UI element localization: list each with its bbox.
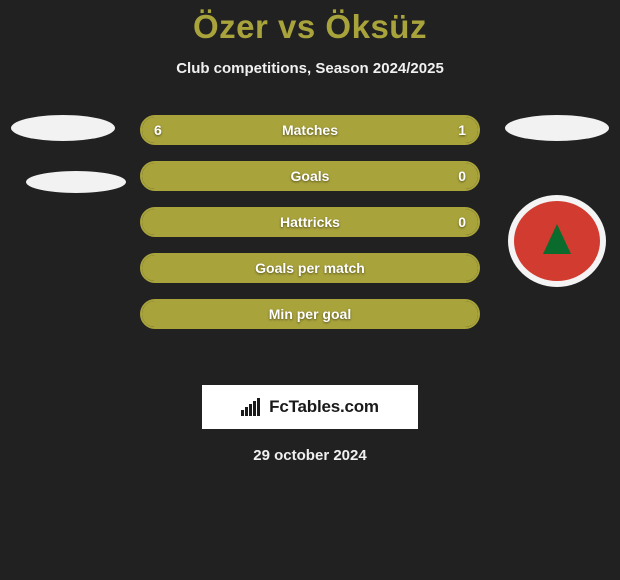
- club-badge-inner: [514, 201, 600, 281]
- stat-label: Hattricks: [142, 209, 478, 235]
- date-label: 29 october 2024: [0, 447, 620, 464]
- left-ellipse-2: [26, 171, 126, 193]
- brand-box[interactable]: FcTables.com: [202, 385, 418, 429]
- stat-row: Goals per match: [140, 253, 480, 283]
- stat-value-right: 0: [458, 209, 466, 235]
- bars-chart-icon: [241, 398, 263, 416]
- stat-row: Matches6 1: [140, 115, 480, 145]
- stat-label: Goals per match: [142, 255, 478, 281]
- stat-label: Goals: [142, 163, 478, 189]
- stat-value-left: 6: [154, 117, 162, 143]
- stat-row: Hattricks0: [140, 207, 480, 237]
- stat-label: Matches: [142, 117, 478, 143]
- right-ellipse-1: [505, 115, 609, 141]
- umraniyespor-badge: [508, 195, 606, 287]
- stat-value-right: 0: [458, 163, 466, 189]
- subtitle: Club competitions, Season 2024/2025: [0, 60, 620, 77]
- brand-label: FcTables.com: [269, 397, 379, 417]
- stat-row: Goals0: [140, 161, 480, 191]
- stat-bars: Matches61Goals0Hattricks0Goals per match…: [140, 115, 480, 345]
- player-right-badges: [502, 115, 612, 287]
- stat-label: Min per goal: [142, 301, 478, 327]
- comparison-stage: Matches61Goals0Hattricks0Goals per match…: [0, 115, 620, 375]
- page-title: Özer vs Öksüz: [0, 0, 620, 46]
- left-ellipse-1: [11, 115, 115, 141]
- stat-row: Min per goal: [140, 299, 480, 329]
- player-left-badges: [8, 115, 118, 193]
- stat-value-right: 1: [458, 117, 466, 143]
- tree-icon: [543, 224, 571, 254]
